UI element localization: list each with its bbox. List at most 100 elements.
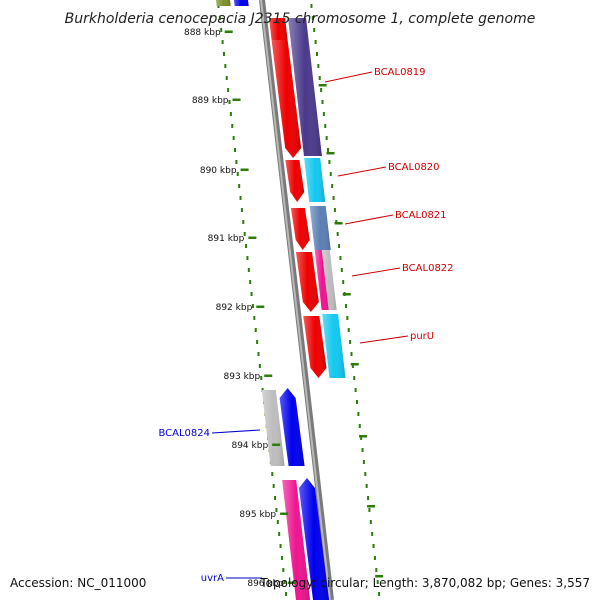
position-ticks: 888 kbp 889 kbp 890 kbp 891 kbp 892 kbp 893 k… [184,28,297,589]
right-dot [371,532,374,536]
gene-label[interactable]: BCAL0821 [395,210,447,221]
right-dot [351,364,354,368]
right-tick-dash [359,435,368,438]
left-dot [218,16,221,20]
cog-bcal0817 [216,0,231,6]
tick-mark [264,374,273,377]
cds-bcal0822 [295,252,319,312]
left-dot [257,352,260,356]
cog-bcal0822-a [314,250,330,310]
right-dot [328,160,331,164]
left-dot [254,328,257,332]
right-dot [322,112,325,116]
label-leader-line [337,166,387,177]
left-dot [235,160,238,164]
tick-label: 889 kbp [192,96,229,106]
tick-label: 896 kbp [247,579,284,589]
left-dot [275,508,278,512]
cog-bcal0819 [288,18,322,156]
gene-label[interactable]: BCAL0822 [402,263,454,274]
cds-bcal0824 [279,388,305,466]
left-dot [224,64,227,68]
left-dot [278,532,281,536]
gene-label[interactable]: uvrA [201,573,224,584]
left-dot [225,76,228,80]
gene-labels: BCAL0819 BCAL0820 BCAL0821 BCAL0822 purU BCAL… [158,67,453,584]
right-tick-dash [326,152,335,155]
right-tick-dash [375,575,384,578]
left-dot [283,580,286,584]
right-dot [362,460,365,464]
right-dot [327,148,330,152]
tick-label: 892 kbp [216,303,253,313]
right-dot [358,424,361,428]
right-dot [365,484,368,488]
gene-label[interactable]: BCAL0820 [388,162,440,173]
cds-bcal0821 [290,208,310,250]
left-dot [276,520,279,524]
right-dot [360,436,363,440]
tick-label: 893 kbp [224,372,261,382]
tick-mark [272,443,281,446]
cog-uvrA [282,480,310,600]
right-dot [340,268,343,272]
cog-purU [322,314,346,378]
label-leader-line [351,267,401,277]
right-dot [338,244,341,248]
right-dot [350,352,353,356]
tick-mark [280,512,289,515]
left-dot [239,196,242,200]
left-dot [285,592,288,596]
right-dot [354,388,357,392]
left-dot [258,364,261,368]
left-dot [260,376,263,380]
right-dot [325,136,328,140]
tick-mark [256,305,265,308]
cog-bcal0820 [304,158,326,202]
right-dot [333,208,336,212]
right-dot [314,40,317,44]
right-dot [373,556,376,560]
right-dot [320,88,323,92]
left-dot [271,472,274,476]
right-tick-dash [367,505,376,508]
map-title: Burkholderia cenocepacia J2315 chromosom… [65,11,536,27]
right-dot [349,340,352,344]
cds-bcal0820 [285,160,305,202]
label-leader-line [211,429,261,434]
gene-label[interactable]: BCAL0824 [158,428,210,439]
tick-mark [288,581,297,584]
right-dot [329,172,332,176]
left-dot [280,556,283,560]
gene-label[interactable]: purU [410,331,434,342]
left-dot [232,136,235,140]
backbone [259,0,334,600]
left-dot [245,244,248,248]
right-dot [356,400,358,404]
cds-uvrA [298,478,329,600]
right-tick-dash [342,293,351,296]
tick-mark [248,236,257,239]
left-dot [253,316,256,320]
left-dot [228,100,231,104]
right-dot [372,544,375,548]
left-dot [282,568,285,572]
right-dot [368,508,371,512]
right-dot [361,448,364,452]
right-dot [367,496,370,500]
gene-label[interactable]: BCAL0819 [374,67,426,78]
left-dot [238,184,241,188]
right-dot [332,196,335,200]
accession-text: Accession: NC_011000 [10,576,146,590]
right-dot [347,328,350,332]
right-dot [342,280,345,284]
right-dot [353,376,356,380]
left-dot [256,340,259,344]
right-dot [324,124,327,128]
right-dot [321,100,324,104]
left-dot [231,124,234,128]
tick-label: 888 kbp [184,28,221,38]
right-dot [310,4,313,8]
cds-bcal0817 [234,0,249,6]
tick-label: 891 kbp [208,234,245,244]
